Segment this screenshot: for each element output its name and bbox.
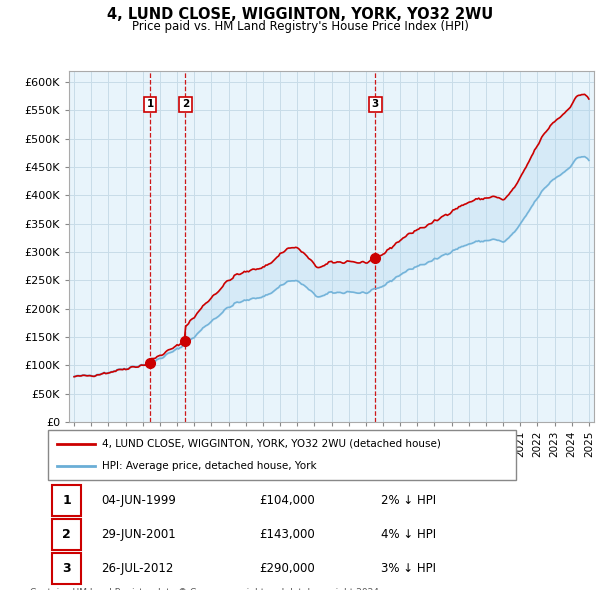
Text: 1: 1 <box>62 494 71 507</box>
Text: 4, LUND CLOSE, WIGGINTON, YORK, YO32 2WU: 4, LUND CLOSE, WIGGINTON, YORK, YO32 2WU <box>107 7 493 22</box>
Text: 3: 3 <box>372 99 379 109</box>
Text: 26-JUL-2012: 26-JUL-2012 <box>101 562 173 575</box>
Bar <box>52 519 81 550</box>
Text: 1: 1 <box>146 99 154 109</box>
Text: 2: 2 <box>62 527 71 541</box>
Text: 2% ↓ HPI: 2% ↓ HPI <box>380 494 436 507</box>
Text: 3% ↓ HPI: 3% ↓ HPI <box>380 562 436 575</box>
Text: £290,000: £290,000 <box>259 562 315 575</box>
Text: £143,000: £143,000 <box>259 527 315 541</box>
Text: 3: 3 <box>62 562 71 575</box>
Text: HPI: Average price, detached house, York: HPI: Average price, detached house, York <box>102 461 316 471</box>
Text: 04-JUN-1999: 04-JUN-1999 <box>101 494 176 507</box>
Text: Price paid vs. HM Land Registry's House Price Index (HPI): Price paid vs. HM Land Registry's House … <box>131 20 469 33</box>
Text: Contains HM Land Registry data © Crown copyright and database right 2024.
This d: Contains HM Land Registry data © Crown c… <box>30 588 382 590</box>
Text: 4, LUND CLOSE, WIGGINTON, YORK, YO32 2WU (detached house): 4, LUND CLOSE, WIGGINTON, YORK, YO32 2WU… <box>102 438 440 448</box>
Text: 2: 2 <box>182 99 189 109</box>
Text: 29-JUN-2001: 29-JUN-2001 <box>101 527 176 541</box>
Text: £104,000: £104,000 <box>259 494 315 507</box>
Bar <box>52 553 81 584</box>
Text: 4% ↓ HPI: 4% ↓ HPI <box>380 527 436 541</box>
Bar <box>52 485 81 516</box>
